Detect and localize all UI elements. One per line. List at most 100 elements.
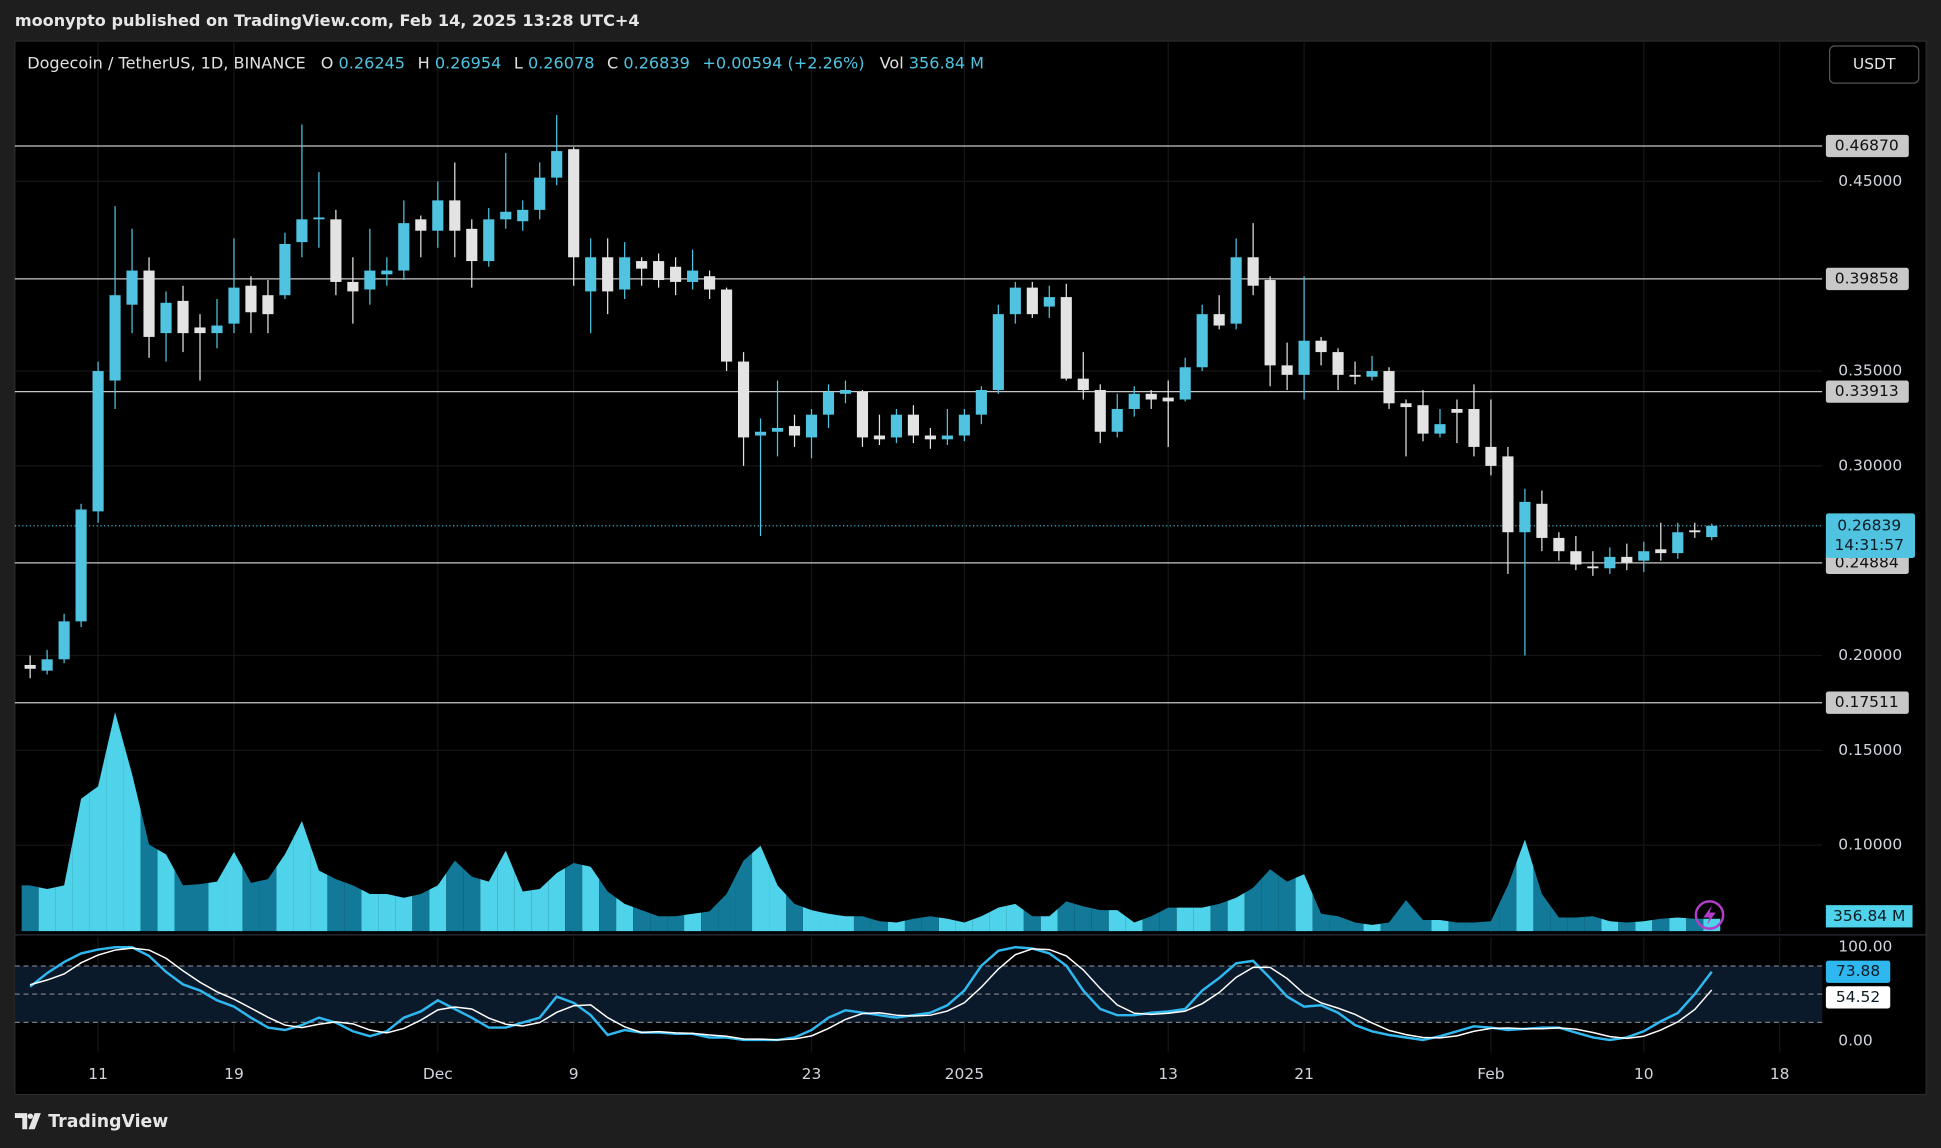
candle-body bbox=[771, 427, 784, 432]
volume-bar bbox=[463, 868, 481, 932]
candle-body bbox=[483, 219, 495, 262]
volume-bar bbox=[1414, 910, 1432, 932]
volume-bar bbox=[1091, 908, 1109, 932]
candle-body bbox=[670, 266, 682, 282]
x-tick-label: 2025 bbox=[945, 1065, 984, 1083]
volume-bar bbox=[259, 866, 277, 932]
candle-body bbox=[347, 281, 359, 292]
osc-tag-label: 54.52 bbox=[1836, 988, 1880, 1006]
y-tick-label: 0.15000 bbox=[1838, 741, 1902, 759]
y-tick-label: 0.30000 bbox=[1838, 456, 1902, 474]
candle-body bbox=[839, 390, 852, 394]
candle-body bbox=[704, 276, 716, 290]
volume-bar bbox=[276, 837, 294, 932]
candle-body bbox=[24, 664, 36, 669]
candle-body bbox=[1417, 405, 1429, 434]
volume-bar bbox=[1142, 911, 1160, 932]
candle-body bbox=[1281, 365, 1293, 375]
level-tag-label: 0.17511 bbox=[1835, 693, 1899, 711]
level-tag-label: 0.39858 bbox=[1835, 269, 1899, 287]
x-tick-label: 19 bbox=[224, 1065, 244, 1083]
volume-pane bbox=[21, 712, 1721, 932]
candle-body bbox=[415, 219, 427, 231]
legend: Dogecoin / TetherUS, 1D, BINANCE O 0.262… bbox=[27, 53, 984, 72]
volume-bar bbox=[208, 866, 226, 932]
oscillator-pane bbox=[14, 945, 1823, 1042]
candle-body bbox=[737, 361, 750, 438]
volume-bar bbox=[921, 916, 939, 932]
volume-bar bbox=[1057, 901, 1075, 932]
volume-bar bbox=[904, 917, 922, 932]
volume-bar bbox=[157, 849, 175, 932]
volume-bar bbox=[769, 865, 787, 932]
volume-bar bbox=[1652, 918, 1670, 932]
candle-body bbox=[1689, 530, 1701, 533]
volume-bar bbox=[344, 882, 362, 932]
candle-body bbox=[109, 295, 121, 381]
volume-bar bbox=[1465, 921, 1483, 932]
candle-body bbox=[873, 435, 886, 440]
volume-bar bbox=[1686, 918, 1704, 932]
volume-bar bbox=[786, 894, 804, 932]
volume-bar bbox=[21, 885, 39, 932]
volume-bar bbox=[1244, 878, 1262, 932]
volume-bar bbox=[1261, 869, 1279, 932]
volume-bar bbox=[870, 918, 888, 932]
candle-body bbox=[1434, 424, 1446, 434]
candle-body bbox=[856, 391, 869, 438]
alert-bolt[interactable] bbox=[1703, 905, 1716, 925]
volume-bar bbox=[1176, 907, 1194, 932]
candles bbox=[24, 115, 1718, 679]
volume-bar bbox=[701, 902, 719, 932]
candle-body bbox=[602, 257, 614, 292]
candle-body bbox=[941, 435, 953, 440]
volume-bar bbox=[225, 851, 243, 932]
candle-body bbox=[636, 261, 648, 269]
volume-bar bbox=[1346, 919, 1364, 932]
candle-body bbox=[1536, 503, 1548, 538]
x-tick-label: Feb bbox=[1477, 1065, 1504, 1083]
candle-body bbox=[279, 243, 291, 296]
volume-bar bbox=[1397, 900, 1415, 932]
candle-body bbox=[143, 270, 155, 337]
alert-circle[interactable] bbox=[1694, 900, 1725, 930]
candle-body bbox=[1111, 408, 1123, 432]
volume-bar bbox=[735, 853, 753, 932]
volume-bar bbox=[140, 809, 158, 932]
volume-bar bbox=[1227, 892, 1245, 932]
level-tag-label: 0.33913 bbox=[1835, 382, 1899, 400]
volume-bar bbox=[599, 879, 617, 932]
volume-bar bbox=[565, 863, 583, 932]
legend-open: 0.26245 bbox=[339, 53, 406, 72]
legend-close: 0.26839 bbox=[623, 53, 689, 72]
volume-bar bbox=[989, 905, 1007, 932]
countdown-label: 14:31:57 bbox=[1834, 536, 1903, 554]
volume-bar bbox=[514, 871, 532, 932]
volume-bar bbox=[89, 749, 107, 932]
x-tick-label: 13 bbox=[1158, 1065, 1178, 1083]
osc-tag-label: 73.88 bbox=[1836, 962, 1880, 980]
volume-bar bbox=[429, 872, 447, 932]
volume-bar bbox=[378, 894, 396, 932]
candle-body bbox=[245, 285, 257, 313]
candle-body bbox=[568, 149, 580, 258]
volume-bar bbox=[1380, 911, 1398, 932]
volume-bar bbox=[1635, 919, 1653, 932]
volume-bar bbox=[853, 916, 871, 932]
alert-icon[interactable] bbox=[1694, 900, 1725, 930]
candle-body bbox=[992, 314, 1004, 391]
candle-body bbox=[1638, 551, 1650, 561]
currency-label[interactable]: USDT bbox=[1853, 55, 1896, 73]
volume-bar bbox=[55, 842, 73, 932]
volume-bar bbox=[106, 712, 124, 932]
volume-bar bbox=[1278, 875, 1296, 932]
volume-bar bbox=[191, 882, 209, 932]
candle-body bbox=[907, 414, 919, 436]
volume-bar bbox=[293, 821, 311, 932]
candle-body bbox=[1383, 371, 1395, 404]
candle-body bbox=[1315, 340, 1327, 353]
currency-button[interactable] bbox=[1828, 45, 1920, 84]
volume-bar bbox=[1329, 915, 1347, 932]
candle-body bbox=[1672, 532, 1684, 554]
